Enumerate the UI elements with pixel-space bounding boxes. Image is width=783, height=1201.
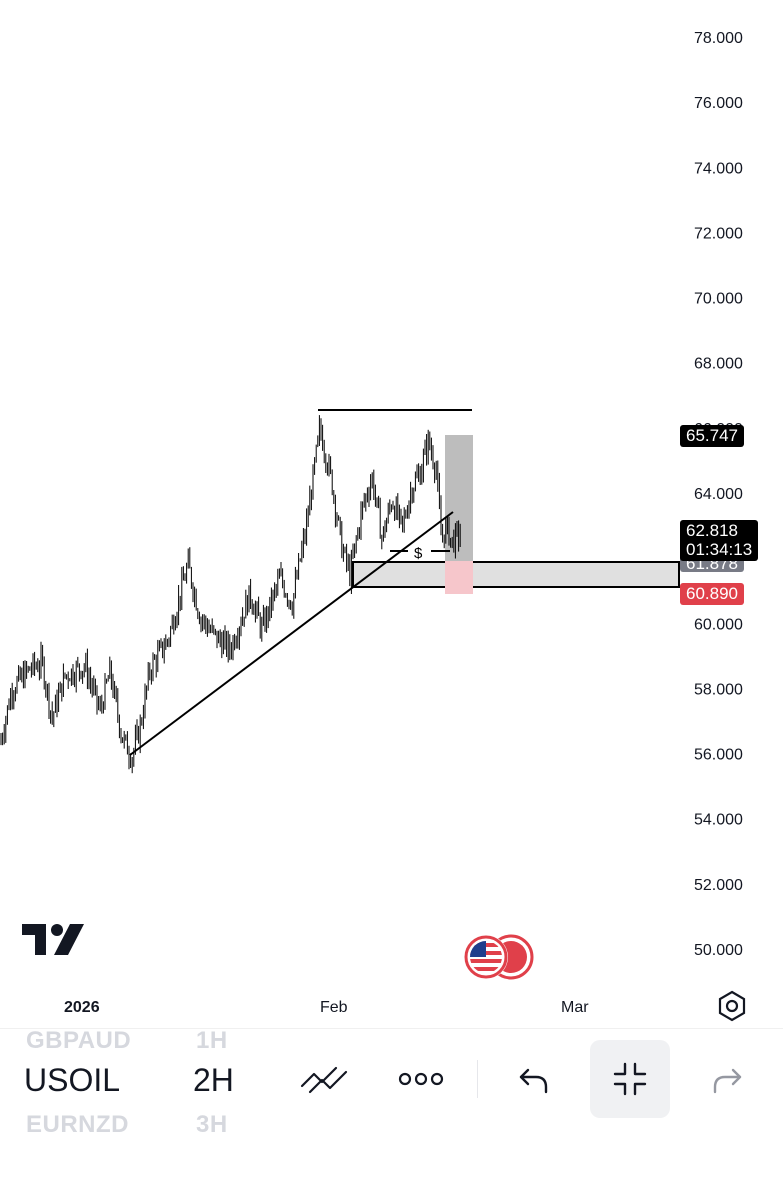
watchlist-next-symbol[interactable]: EURNZD: [26, 1111, 129, 1138]
chart-area[interactable]: 78.00076.00074.00072.00070.00068.00066.0…: [0, 0, 783, 1030]
red-price-tag: 60.890: [680, 583, 744, 605]
watchlist-prev-symbol[interactable]: GBPAUD: [26, 1027, 132, 1054]
redo-icon[interactable]: [711, 1065, 743, 1100]
price-axis-label: 50.000: [694, 942, 743, 959]
toolbar-divider: [477, 1060, 478, 1098]
bar-countdown: 01:34:13: [686, 540, 753, 559]
interval-prev[interactable]: 1H: [196, 1027, 228, 1054]
last-price-tag: 62.818 01:34:13: [680, 520, 759, 561]
support-zone: [352, 561, 680, 588]
price-axis-label: 74.000: [694, 160, 743, 177]
symbol-selector[interactable]: USOIL: [24, 1062, 121, 1098]
drawing-tools-icon[interactable]: [300, 1062, 350, 1101]
x-axis-feb-label: Feb: [320, 999, 348, 1016]
interval-selector[interactable]: 2H: [193, 1062, 234, 1098]
price-axis-label: 58.000: [694, 681, 743, 698]
exit-fullscreen-button[interactable]: [590, 1040, 670, 1118]
price-axis-label: 78.000: [694, 30, 743, 47]
position-stop-box: [445, 561, 473, 594]
tradingview-logo-icon: [22, 924, 86, 961]
undo-icon[interactable]: [518, 1065, 550, 1100]
price-axis-label: 76.000: [694, 95, 743, 112]
price-axis-label: 54.000: [694, 812, 743, 829]
exit-fullscreen-icon: [613, 1062, 647, 1096]
trend-line: [129, 511, 454, 756]
price-axis-label: 64.000: [694, 486, 743, 503]
more-icon[interactable]: [398, 1070, 444, 1093]
high-price-tag: 65.747: [680, 425, 744, 447]
x-axis-mar-label: Mar: [561, 999, 589, 1016]
candles: [0, 415, 461, 774]
last-price: 62.818: [686, 521, 738, 540]
price-axis[interactable]: 78.00076.00074.00072.00070.00068.00066.0…: [694, 30, 743, 959]
us-flag-icon[interactable]: [463, 934, 535, 985]
price-axis-label: 52.000: [694, 877, 743, 894]
price-axis-label: 72.000: [694, 225, 743, 242]
price-axis-label: 70.000: [694, 291, 743, 308]
interval-next[interactable]: 3H: [196, 1111, 228, 1138]
settings-hexagon-icon[interactable]: [716, 990, 748, 1027]
price-axis-label: 56.000: [694, 747, 743, 764]
liquidity-label: $: [414, 545, 423, 562]
x-axis-year-label: 2026: [64, 999, 100, 1016]
price-chart[interactable]: 78.00076.00074.00072.00070.00068.00066.0…: [0, 0, 783, 1030]
price-axis-label: 68.000: [694, 356, 743, 373]
price-axis-label: 60.000: [694, 616, 743, 633]
